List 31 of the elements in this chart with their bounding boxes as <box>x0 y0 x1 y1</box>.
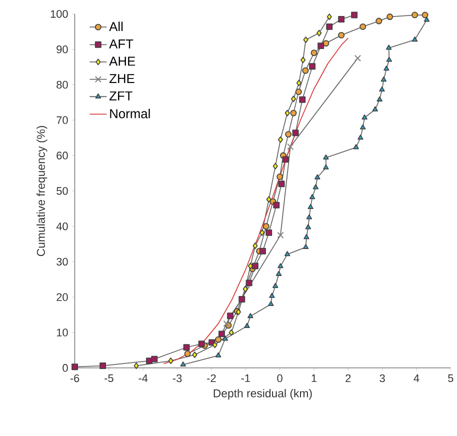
legend-label: All <box>109 22 123 32</box>
y-tick-label: 100 <box>50 10 68 18</box>
x-tick-label: -6 <box>70 374 80 382</box>
x-axis-title: Depth residual (km) <box>214 389 312 400</box>
x-tick-label: -3 <box>172 374 182 382</box>
legend-label: Normal <box>110 108 150 118</box>
y-tick-label: 70 <box>56 116 68 124</box>
x-tick-label: 3 <box>380 374 385 382</box>
y-tick-label: 10 <box>56 328 68 337</box>
y-tick-label: 60 <box>56 152 68 160</box>
x-tick-label: 5 <box>448 374 454 382</box>
x-tick-label: -5 <box>104 374 114 382</box>
x-tick-label: 0 <box>277 374 282 382</box>
y-tick-label: 30 <box>56 258 68 266</box>
y-tick-label: 40 <box>56 222 68 230</box>
x-tick-label: 4 <box>414 374 420 382</box>
x-tick-label: -2 <box>207 374 216 382</box>
legend-label: AFT <box>109 40 134 48</box>
x-tick-label: 2 <box>346 374 351 382</box>
legend-label: AHE <box>109 56 136 66</box>
x-tick-label: -4 <box>138 374 148 382</box>
y-tick-label: 90 <box>56 46 68 54</box>
legend-label: ZHE <box>109 74 134 84</box>
y-tick-label: 20 <box>56 293 68 302</box>
y-tick-label: 80 <box>56 81 68 89</box>
y-axis-title: Cumulative frequency (%) <box>36 126 48 256</box>
y-tick-label: 0 <box>62 364 68 372</box>
x-tick-label: 1 <box>312 374 316 382</box>
x-tick-label: -1 <box>241 374 250 382</box>
y-tick-label: 50 <box>56 187 68 195</box>
legend-label: ZFT <box>109 92 132 100</box>
